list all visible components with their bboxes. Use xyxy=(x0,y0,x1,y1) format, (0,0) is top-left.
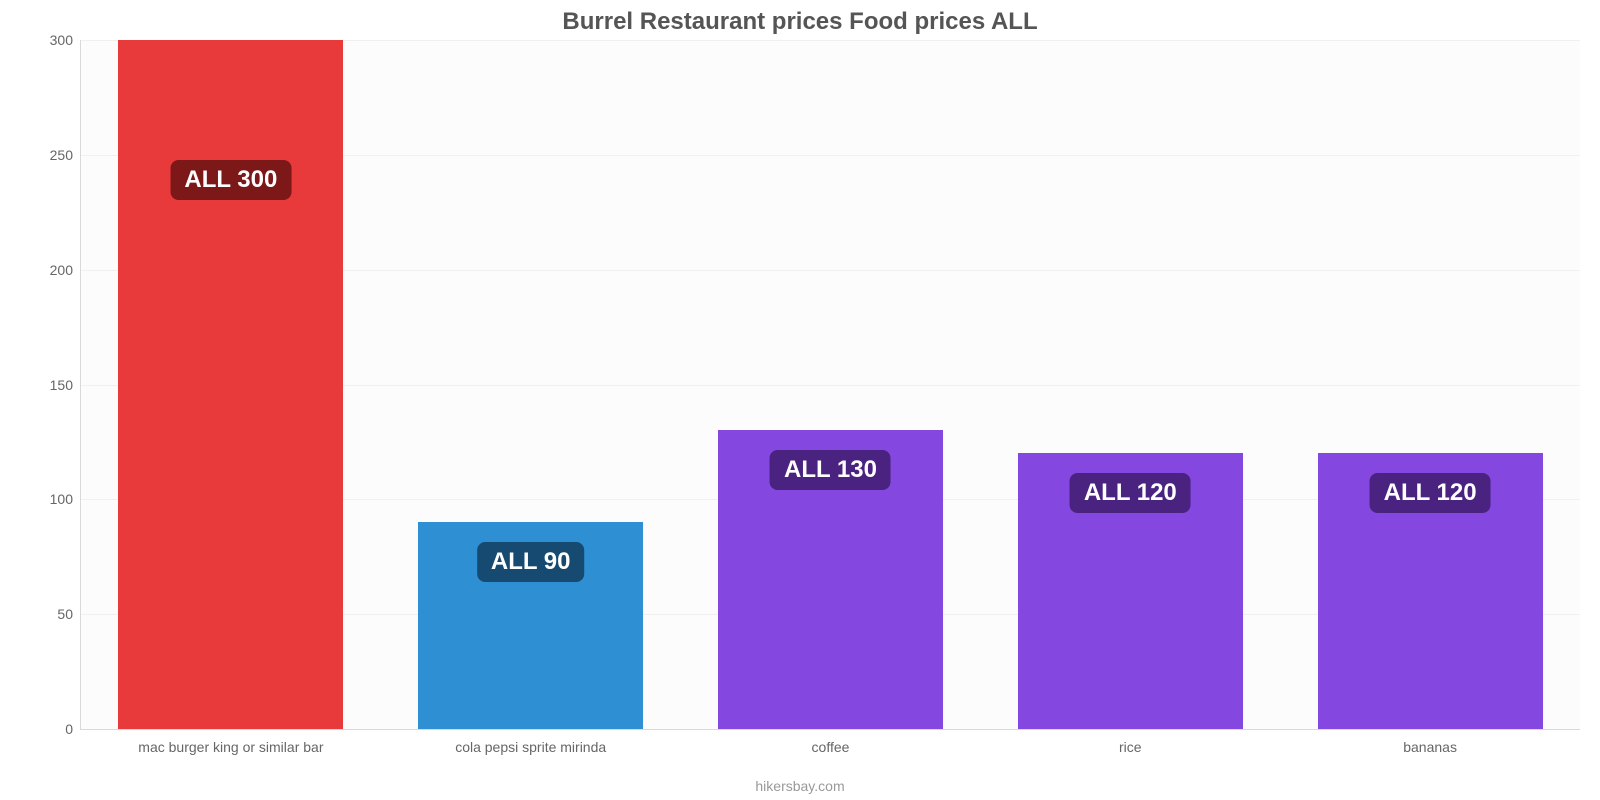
bar: ALL 130 xyxy=(718,430,943,729)
x-tick-label: rice xyxy=(1119,729,1142,755)
x-tick-label: mac burger king or similar bar xyxy=(138,729,323,755)
y-tick-label: 200 xyxy=(50,262,81,278)
chart-credit: hikersbay.com xyxy=(0,778,1600,794)
x-tick-label: bananas xyxy=(1403,729,1457,755)
bar-value-label: ALL 120 xyxy=(1070,473,1191,513)
x-tick-label: cola pepsi sprite mirinda xyxy=(455,729,606,755)
bar: ALL 120 xyxy=(1318,453,1543,729)
bar-value-label: ALL 300 xyxy=(170,160,291,200)
y-tick-label: 100 xyxy=(50,491,81,507)
bar: ALL 300 xyxy=(118,40,343,729)
y-tick-label: 150 xyxy=(50,377,81,393)
x-tick-label: coffee xyxy=(812,729,850,755)
bar-value-label: ALL 120 xyxy=(1370,473,1491,513)
y-tick-label: 0 xyxy=(65,721,81,737)
y-tick-label: 300 xyxy=(50,32,81,48)
bar-value-label: ALL 130 xyxy=(770,450,891,490)
bar: ALL 120 xyxy=(1018,453,1243,729)
y-tick-label: 250 xyxy=(50,147,81,163)
plot-area: 050100150200250300ALL 300mac burger king… xyxy=(80,40,1580,730)
y-tick-label: 50 xyxy=(57,606,81,622)
chart-title: Burrel Restaurant prices Food prices ALL xyxy=(0,8,1600,36)
bar: ALL 90 xyxy=(418,522,643,729)
chart-container: Burrel Restaurant prices Food prices ALL… xyxy=(0,0,1600,800)
bar-value-label: ALL 90 xyxy=(477,542,585,582)
